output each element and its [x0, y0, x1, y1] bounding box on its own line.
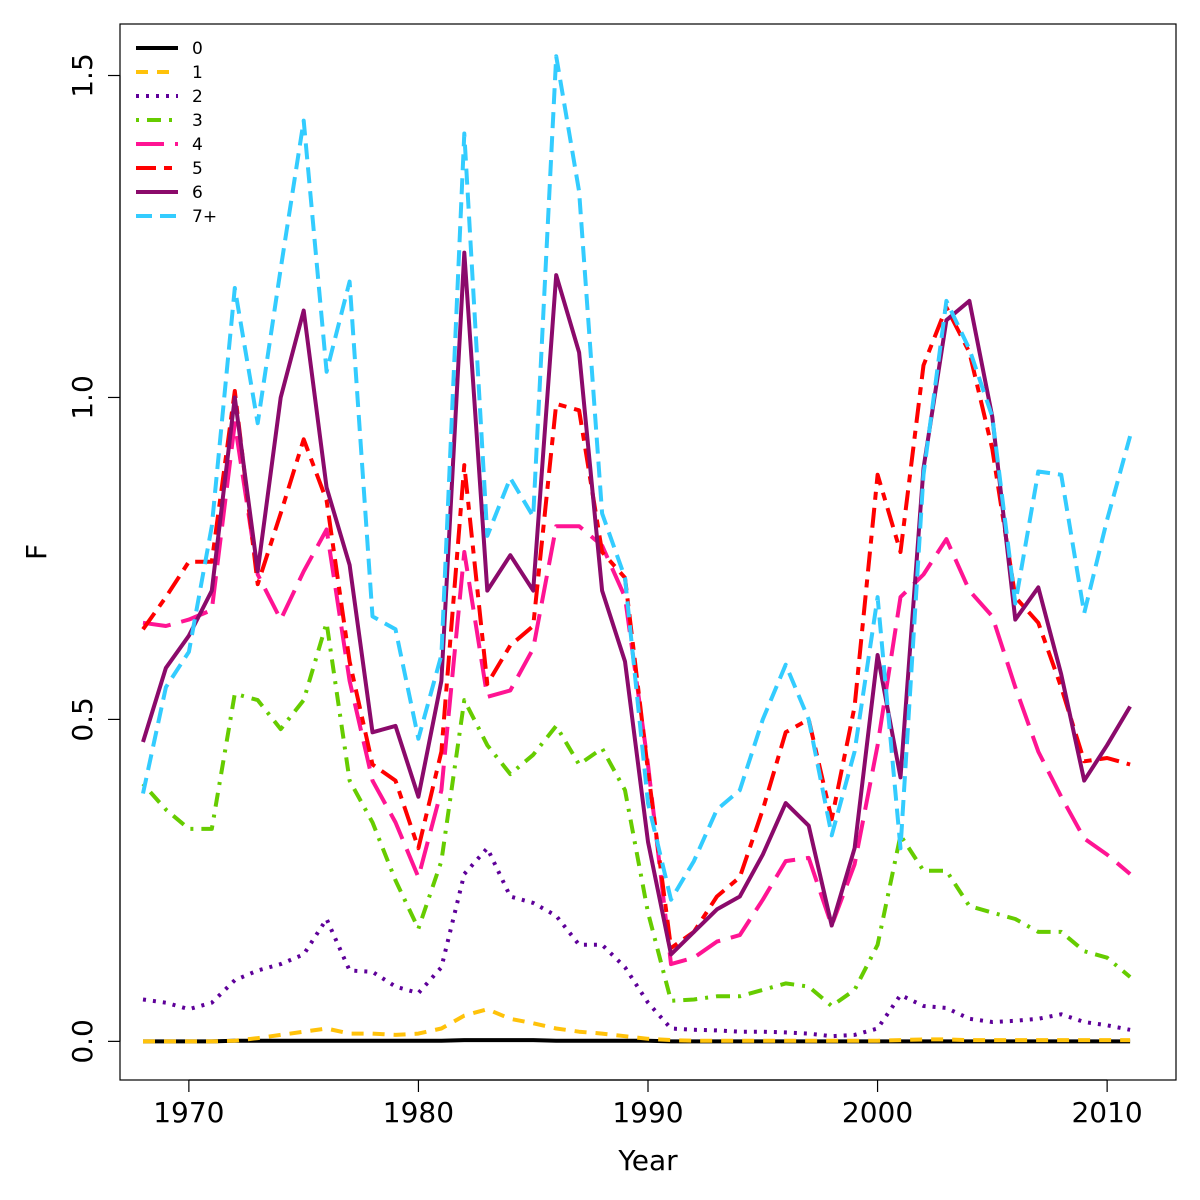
x-axis: 1970 1980 1990 2000 2010 [153, 1079, 1143, 1129]
series-line-7 [141, 54, 1133, 902]
legend-label-1: 1 [192, 63, 203, 83]
series-layer [141, 54, 1133, 1044]
x-tick-label: 1970 [153, 1096, 224, 1129]
legend-label-6: 6 [192, 183, 203, 203]
x-tick-label: 2000 [842, 1096, 913, 1129]
legend-label-3: 3 [192, 111, 203, 131]
series-line-6 [141, 250, 1132, 957]
x-tick-label: 2010 [1071, 1096, 1142, 1129]
y-axis-title: F [20, 544, 53, 560]
legend-label-0: 0 [192, 39, 203, 59]
x-axis-title: Year [617, 1144, 678, 1177]
y-tick-label: 0.0 [66, 1019, 99, 1064]
series-line-2 [142, 846, 1131, 1039]
x-tick-label: 1980 [383, 1096, 454, 1129]
series-line-4 [142, 421, 1132, 967]
y-tick-label: 1.0 [66, 375, 99, 420]
legend-label-7: 7+ [192, 207, 217, 227]
x-tick-label: 1990 [612, 1096, 683, 1129]
y-tick-label: 1.5 [66, 53, 99, 98]
series-line-0 [143, 1038, 1131, 1044]
legend-label-5: 5 [192, 159, 203, 179]
legend: 0 1 2 3 4 5 6 7+ [136, 39, 217, 227]
legend-label-4: 4 [192, 135, 203, 155]
y-tick-label: 0.5 [66, 697, 99, 742]
legend-label-2: 2 [192, 87, 203, 107]
y-axis: 0.0 0.5 1.0 1.5 [66, 53, 121, 1064]
